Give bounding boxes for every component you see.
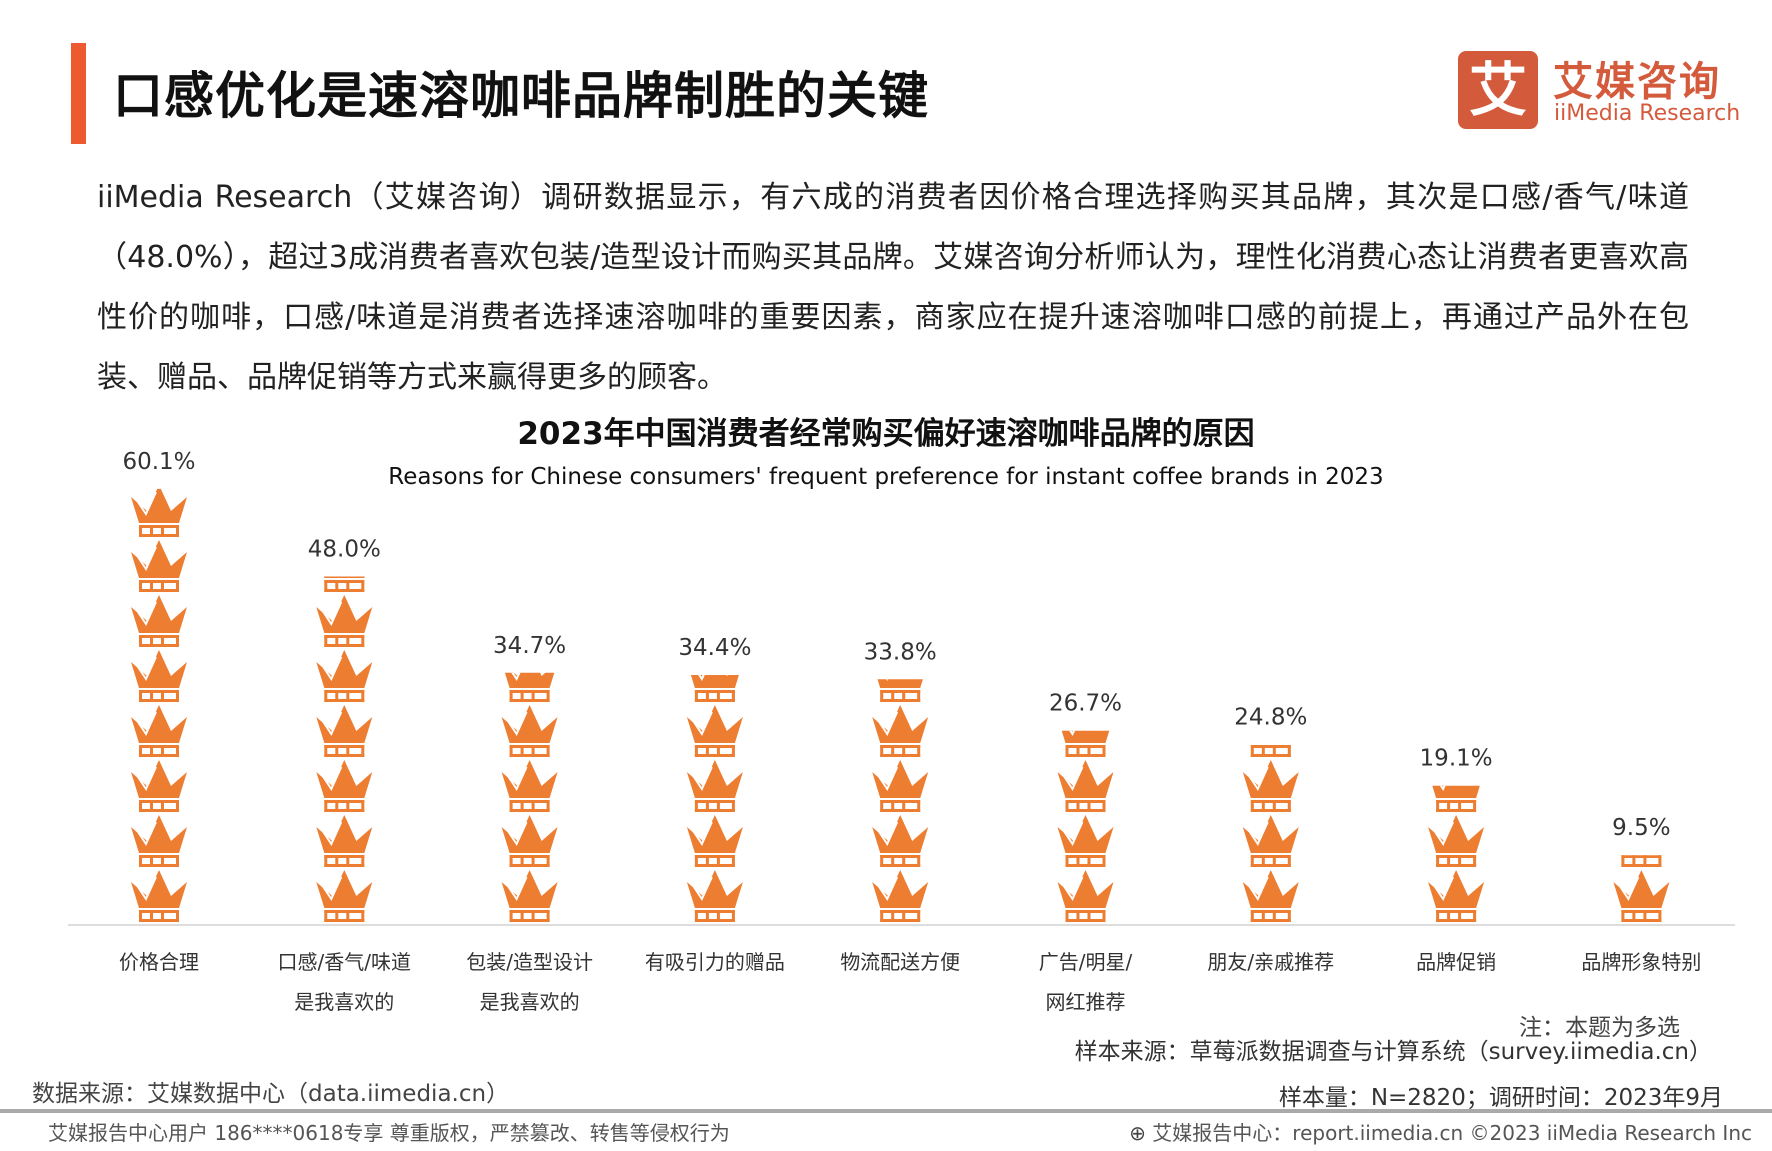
summary-paragraph: iiMedia Research（艾媒咨询）调研数据显示，有六成的消费者因价格合… [97, 180, 1689, 395]
category-label-line: 广告/明星/ [1038, 950, 1133, 974]
crown-icon [315, 594, 374, 648]
crown-icon [130, 539, 188, 593]
crown-icon [500, 704, 559, 758]
crown-bar [1241, 744, 1300, 923]
category-label: 有吸引力的赠品 [615, 942, 815, 982]
category-label-line: 是我喜欢的 [479, 990, 580, 1014]
footer-divider [0, 1109, 1772, 1113]
crown-icon [315, 869, 374, 923]
category-label-line: 品牌促销 [1416, 950, 1497, 974]
crown-icon [315, 649, 374, 703]
crown-icon [1241, 759, 1300, 813]
category-label: 价格合理 [59, 942, 259, 982]
crown-icon [685, 704, 744, 758]
footer-report-center: ⊕ 艾媒报告中心：report.iimedia.cn ©2023 iiMedia… [1129, 1117, 1752, 1146]
crown-icon [500, 814, 559, 868]
crown-bar [871, 679, 930, 923]
crown-bar [130, 488, 188, 923]
crown-bar [1056, 730, 1115, 923]
footer-copyright-user: 艾媒报告中心用户 186****0618专享 尊重版权，严禁篡改、转售等侵权行为 [48, 1121, 730, 1145]
crown-icon [685, 759, 744, 813]
data-source: 数据来源：艾媒数据中心（data.iimedia.cn） [32, 1081, 510, 1107]
category-label-line: 是我喜欢的 [294, 990, 395, 1014]
value-label: 34.7% [493, 633, 566, 659]
crown-icon [871, 869, 930, 923]
crown-icon [1612, 869, 1671, 923]
logo-cn: 艾媒咨询 [1553, 59, 1721, 105]
category-label: 品牌促销 [1356, 942, 1556, 982]
crown-icon [500, 869, 559, 923]
crown-icon [500, 759, 559, 813]
crown-icon [871, 759, 930, 813]
footer-report-link[interactable]: 艾媒报告中心：report.iimedia.cn ©2023 iiMedia R… [1152, 1121, 1752, 1145]
category-label-line: 价格合理 [119, 950, 199, 974]
crown-bar [500, 672, 559, 923]
category-label: 广告/明星/网红推荐 [986, 942, 1186, 1022]
category-label-line: 物流配送方便 [840, 950, 961, 974]
crown-bar [1427, 785, 1486, 923]
chart-title: 2023年中国消费者经常购买偏好速溶咖啡品牌的原因 [517, 416, 1255, 452]
category-label-line: 有吸引力的赠品 [644, 950, 785, 974]
chart-subtitle: Reasons for Chinese consumers' frequent … [388, 464, 1384, 490]
crown-icon [130, 814, 188, 868]
crown-icon [130, 594, 188, 648]
category-label-line: 网红推荐 [1045, 990, 1126, 1014]
value-label: 19.1% [1420, 746, 1493, 772]
multi-select-note: 注：本题为多选 [1519, 1015, 1680, 1041]
crown-icon [130, 488, 188, 538]
logo-mark: 艾 [1458, 51, 1538, 129]
category-label: 品牌形象特别 [1541, 942, 1741, 982]
category-label: 口感/香气/味道 是我喜欢的 [244, 942, 444, 1022]
logo-en: iiMedia Research [1554, 101, 1741, 126]
value-label: 33.8% [864, 639, 937, 665]
sample-source: 样本来源：草莓派数据调查与计算系统（survey.iimedia.cn） [1074, 1039, 1712, 1065]
crown-icon [315, 759, 374, 813]
category-label-line: 品牌形象特别 [1581, 950, 1702, 974]
category-label: 物流配送方便 [800, 942, 1000, 982]
crown-icon [130, 759, 188, 813]
sample-size: 样本量：N=2820；调研时间：2023年9月 [1278, 1085, 1723, 1111]
value-label: 24.8% [1234, 704, 1307, 730]
value-label: 9.5% [1612, 815, 1670, 841]
value-label: 34.4% [678, 635, 751, 661]
category-label: 朋友/亲戚推荐 [1171, 942, 1371, 982]
category-label-line: 朋友/亲戚推荐 [1207, 950, 1335, 974]
page-title: 口感优化是速溶咖啡品牌制胜的关键 [113, 67, 929, 125]
crown-icon [1427, 814, 1486, 868]
value-label: 26.7% [1049, 691, 1122, 717]
crown-icon [1241, 869, 1300, 923]
value-label: 48.0% [308, 536, 381, 562]
crown-icon [685, 869, 744, 923]
category-label-line: 包装/造型设计 [466, 950, 593, 974]
category-label-line: 口感/香气/味道 [277, 950, 412, 974]
crown-icon [315, 704, 374, 758]
value-label: 60.1% [122, 449, 195, 475]
crown-icon [685, 814, 744, 868]
crown-icon [315, 814, 374, 868]
crown-icon [130, 704, 188, 758]
crown-icon [871, 704, 930, 758]
crown-icon [871, 814, 930, 868]
title-accent-bar [71, 43, 86, 144]
globe-icon: ⊕ [1129, 1121, 1146, 1145]
crown-icon [1427, 869, 1486, 923]
category-label: 包装/造型设计 是我喜欢的 [430, 942, 630, 1022]
crown-bar [315, 576, 374, 923]
crown-icon [1056, 814, 1115, 868]
crown-icon [1056, 869, 1115, 923]
crown-icon [130, 869, 188, 923]
iimedia-logo: 艾 艾媒咨询 iiMedia Research [1458, 51, 1741, 131]
crown-icon [1241, 814, 1300, 868]
crown-bar [685, 674, 744, 923]
crown-icon [1056, 759, 1115, 813]
crown-icon [130, 649, 188, 703]
